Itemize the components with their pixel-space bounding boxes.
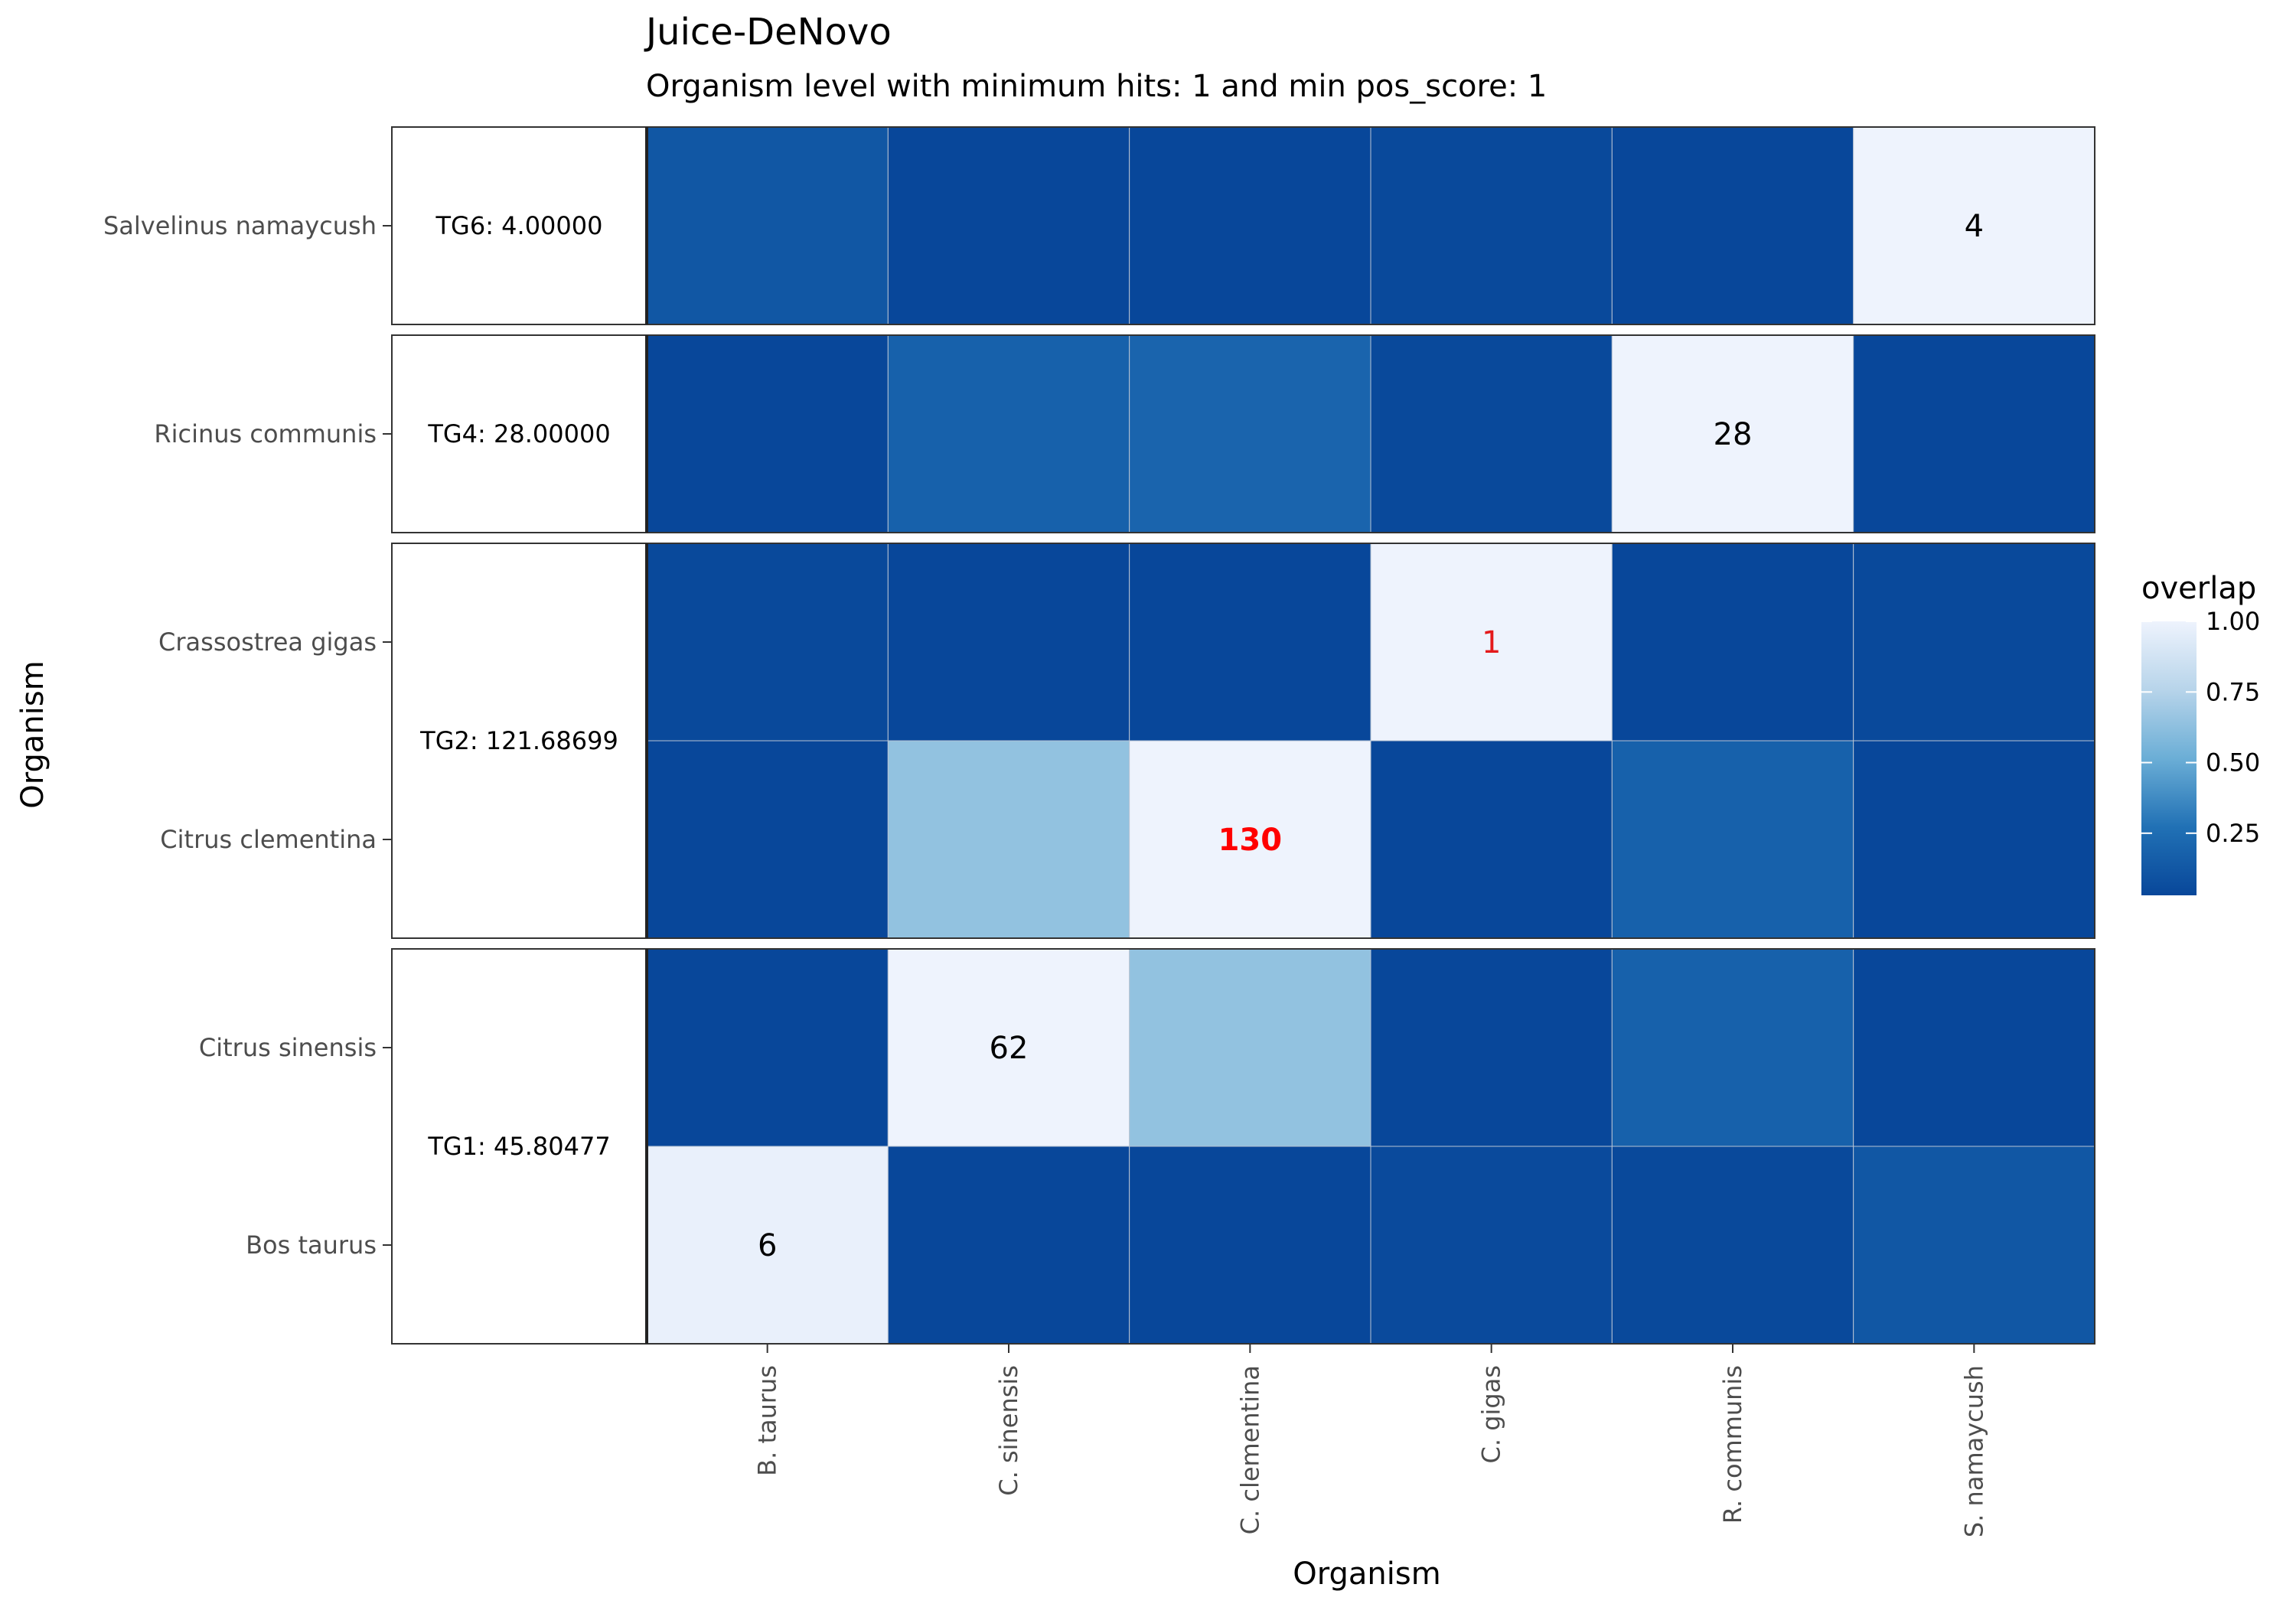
cell-value-label: 1 (1482, 625, 1501, 660)
x-tick-label: C. sinensis (994, 1365, 1023, 1496)
heatmap-cell (1129, 334, 1371, 533)
legend-tick-label: 0.75 (2206, 677, 2260, 706)
heatmap-cell (1129, 1146, 1371, 1345)
color-legend: overlap 0.25 0.50 0.75 1.00 (2141, 571, 2260, 895)
legend-tick-label: 0.25 (2206, 819, 2260, 848)
heatmap-cell (1853, 126, 2095, 325)
group-label-box (391, 334, 647, 533)
heatmap-cell (1370, 1146, 1613, 1345)
cell-value-label: 62 (990, 1031, 1029, 1066)
heatmap-cell (1611, 334, 1854, 533)
y-tick-label: Citrus sinensis (199, 1033, 377, 1062)
group-label: TG4: 28.00000 (427, 419, 610, 448)
cell-value-label: 6 (758, 1228, 777, 1263)
y-tick-label: Ricinus communis (154, 419, 377, 448)
legend-tick-label: 1.00 (2206, 607, 2260, 636)
y-tick-label: Bos taurus (246, 1231, 377, 1260)
panel-1: TG6: 4.00000 Salvelinus namaycush (103, 126, 2095, 325)
chart-subtitle: Organism level with minimum hits: 1 and … (646, 69, 1547, 104)
heatmap-cell (646, 1146, 889, 1345)
x-axis: B. taurus C. sinensis C. clementina C. giga… (753, 1344, 1988, 1537)
group-label-box (391, 543, 647, 939)
heatmap-cell (887, 334, 1130, 533)
heatmap-cell (887, 126, 1130, 325)
heatmap-cell (887, 543, 1130, 742)
heatmap-cell (646, 948, 889, 1147)
heatmap-cell (1370, 948, 1613, 1147)
chart-title: Juice-DeNovo (644, 11, 892, 54)
heatmap-cell (1611, 126, 1854, 325)
cell-value-label: 28 (1714, 417, 1753, 452)
cell-value-label: 130 (1218, 823, 1283, 858)
heatmap-cell (1611, 740, 1854, 939)
group-label: TG1: 45.80477 (427, 1132, 610, 1161)
y-tick-label: Salvelinus namaycush (103, 211, 377, 240)
x-tick-label: S. namaycush (1959, 1365, 1988, 1537)
legend-tick-label: 0.50 (2206, 748, 2260, 777)
x-tick-label: B. taurus (753, 1365, 782, 1476)
heatmap-cell (1370, 740, 1613, 939)
legend-colorbar (2141, 621, 2197, 895)
cell-value-label: 4 (1965, 209, 1984, 244)
panel-3: TG2: 121.68699 Crassostrea gigas Citrus cl… (158, 543, 2095, 939)
panel-2: TG4: 28.00000 Ricinus communis (154, 334, 2095, 533)
heatmap-cell (1853, 740, 2095, 939)
heatmap-cell (887, 1146, 1130, 1345)
heatmap-cell (646, 740, 889, 939)
heatmap-cell (1370, 334, 1613, 533)
heatmap-cell (1370, 543, 1613, 742)
panel-4: TG1: 45.80477 Citrus sinensis Bos taurus (199, 948, 2095, 1345)
heatmap-cell (1611, 543, 1854, 742)
heatmap-cell (1129, 126, 1371, 325)
heatmap-panels: TG6: 4.00000 Salvelinus namaycush TG4: 28.… (103, 126, 2095, 1345)
heatmap-cell (1129, 543, 1371, 742)
heatmap-cell (1853, 334, 2095, 533)
heatmap-cell (887, 948, 1130, 1147)
heatmap-cell (1611, 1146, 1854, 1345)
x-tick-label: R. communis (1718, 1365, 1747, 1524)
x-tick-label: C. gigas (1477, 1365, 1506, 1463)
y-tick-label: Crassostrea gigas (158, 627, 377, 657)
y-axis-title: Organism (15, 660, 51, 808)
heatmap-cell (646, 126, 889, 325)
heatmap-cell (1370, 126, 1613, 325)
x-axis-title: Organism (1293, 1556, 1440, 1592)
group-label: TG2: 121.68699 (419, 726, 618, 755)
x-tick-label: C. clementina (1235, 1365, 1264, 1534)
heatmap-cell (646, 543, 889, 742)
heatmap-cell (646, 334, 889, 533)
group-label: TG6: 4.00000 (435, 211, 603, 240)
legend-title: overlap (2141, 571, 2256, 606)
heatmap-cell (1611, 948, 1854, 1147)
group-label-box (391, 126, 647, 325)
heatmap-cell (1853, 1146, 2095, 1345)
heatmap-cell (1853, 948, 2095, 1147)
heatmap-cell (1129, 948, 1371, 1147)
y-tick-label: Citrus clementina (160, 825, 377, 854)
heatmap-cell (1853, 543, 2095, 742)
heatmap-cell (887, 740, 1130, 939)
